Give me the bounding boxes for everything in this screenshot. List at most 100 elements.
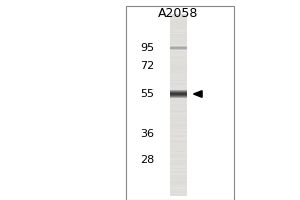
Bar [170, 187, 187, 188]
Bar [170, 177, 187, 178]
Bar [170, 76, 187, 77]
Bar [170, 28, 187, 29]
Bar [170, 99, 187, 100]
Bar [170, 174, 187, 175]
Bar [170, 142, 187, 143]
Bar [170, 87, 187, 88]
Bar [170, 93, 187, 94]
Bar [170, 104, 187, 105]
Bar [170, 101, 187, 102]
Bar [170, 38, 187, 39]
Bar [170, 59, 187, 60]
Bar [170, 51, 187, 52]
Bar [126, 6, 234, 200]
Bar [170, 46, 187, 47]
Bar [170, 158, 187, 159]
Bar [170, 86, 187, 87]
Bar [170, 24, 187, 25]
Bar [170, 165, 187, 166]
Bar [170, 140, 187, 141]
Bar [170, 63, 187, 64]
Text: A2058: A2058 [158, 7, 199, 20]
Bar [170, 36, 187, 37]
Bar [170, 149, 187, 150]
Bar [170, 166, 187, 167]
Bar [170, 20, 187, 21]
Bar [170, 78, 187, 79]
Bar [170, 107, 187, 108]
Bar [170, 56, 187, 57]
Bar [170, 41, 187, 42]
Bar [170, 26, 187, 27]
Bar [170, 52, 187, 53]
Bar [170, 23, 187, 24]
Bar [170, 176, 187, 177]
Bar [170, 127, 187, 128]
Bar [170, 147, 187, 148]
Bar [170, 88, 187, 89]
Bar [170, 190, 187, 191]
Bar [170, 155, 187, 156]
Bar [170, 62, 187, 63]
Bar [170, 21, 187, 22]
Bar [170, 84, 187, 85]
Bar [170, 125, 187, 126]
Bar [170, 159, 187, 160]
Bar [170, 175, 187, 176]
Bar [170, 134, 187, 135]
Bar [170, 146, 187, 147]
Bar [170, 69, 187, 70]
Bar [170, 15, 187, 16]
Bar [170, 172, 187, 173]
Bar [170, 108, 187, 109]
Bar [170, 128, 187, 129]
Bar [170, 19, 187, 20]
Bar [170, 180, 187, 181]
Bar [170, 194, 187, 195]
Bar [170, 133, 187, 134]
Bar [170, 70, 187, 71]
Bar [170, 169, 187, 170]
Bar [170, 49, 187, 50]
Bar [170, 31, 187, 32]
Bar [170, 44, 187, 45]
Polygon shape [194, 91, 202, 97]
Bar [170, 150, 187, 151]
Bar [170, 18, 187, 19]
Bar [170, 173, 187, 174]
Bar [170, 131, 187, 132]
Bar [170, 148, 187, 149]
Bar [170, 60, 187, 61]
Bar [170, 136, 187, 137]
Bar [170, 115, 187, 116]
Bar [170, 162, 187, 163]
Bar [170, 144, 187, 145]
Bar [170, 14, 187, 15]
Bar [170, 195, 187, 196]
Bar [170, 61, 187, 62]
Bar [170, 113, 187, 114]
Bar [170, 97, 187, 98]
Text: 72: 72 [140, 61, 154, 71]
Bar [170, 22, 187, 23]
Bar [170, 58, 187, 59]
Bar [170, 102, 187, 103]
Bar [170, 114, 187, 115]
Bar [170, 96, 187, 97]
Bar [170, 48, 187, 49]
Bar [170, 130, 187, 131]
Bar [170, 66, 187, 67]
Bar [170, 132, 187, 133]
Bar [170, 33, 187, 34]
Bar [170, 192, 187, 193]
Bar [170, 151, 187, 152]
Bar [170, 14, 187, 196]
Bar [170, 42, 187, 43]
Bar [170, 154, 187, 155]
Bar [170, 74, 187, 75]
Bar [170, 141, 187, 142]
Bar [170, 183, 187, 184]
Bar [170, 111, 187, 112]
Bar [170, 34, 187, 35]
Bar [170, 68, 187, 69]
